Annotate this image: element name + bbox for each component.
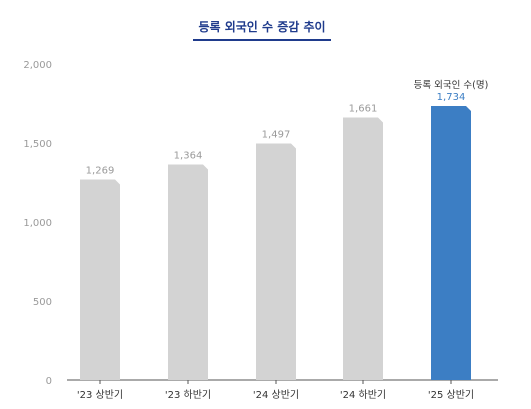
data-label: 1,661	[349, 104, 378, 115]
x-tick-label: '24 상반기	[253, 389, 299, 401]
bars	[80, 106, 471, 380]
bar	[80, 179, 120, 380]
value-labels: 1,269 1,364 1,497 1,661 1,734	[86, 92, 466, 176]
chart-annotation: 등록 외국인 수(명)	[414, 79, 489, 91]
x-tick-label: '23 상반기	[77, 389, 123, 401]
bar	[256, 143, 296, 380]
data-label: 1,269	[86, 165, 115, 176]
data-label: 1,497	[262, 129, 291, 140]
y-tick-label: 1,000	[23, 218, 52, 229]
x-tick-label: '25 상반기	[428, 389, 474, 401]
bar	[168, 164, 208, 380]
y-axis: 0 500 1,000 1,500 2,000	[23, 60, 52, 387]
chart-title: 등록 외국인 수 증감 추이	[198, 19, 325, 34]
x-tick-label: '23 하반기	[165, 388, 211, 401]
y-tick-label: 1,500	[23, 139, 52, 150]
x-axis: '23 상반기 '23 하반기 '24 상반기 '24 하반기 '25 상반기	[67, 379, 498, 401]
data-label: 1,364	[174, 150, 203, 161]
bar	[431, 106, 471, 380]
bar	[343, 117, 383, 380]
y-tick-label: 2,000	[23, 60, 52, 71]
y-tick-label: 500	[33, 297, 52, 308]
x-tick-label: '24 하반기	[340, 388, 386, 401]
y-tick-label: 0	[46, 376, 52, 387]
data-label: 1,734	[437, 92, 466, 103]
